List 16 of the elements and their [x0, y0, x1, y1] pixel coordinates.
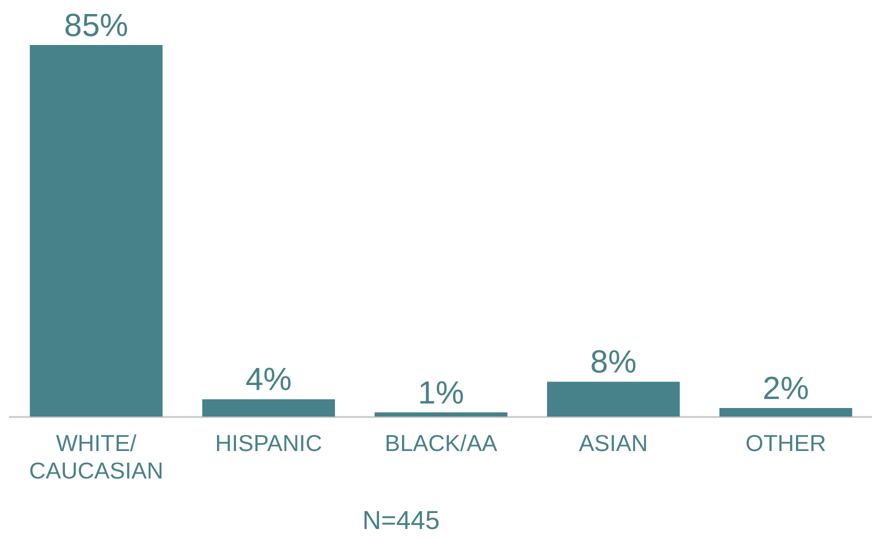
bar — [374, 412, 508, 417]
bar — [30, 45, 163, 417]
data-label: 4% — [245, 361, 292, 398]
x-tick-label: WHITE/ CAUCASIAN — [29, 430, 164, 484]
x-tick-label: HISPANIC — [215, 430, 322, 456]
bar — [547, 382, 680, 417]
data-label: 8% — [590, 344, 637, 380]
x-tick-label: OTHER — [746, 430, 826, 456]
data-label: 2% — [762, 370, 809, 406]
data-label: 85% — [64, 6, 128, 43]
data-label: 1% — [418, 374, 464, 410]
bar — [719, 408, 852, 417]
x-tick-label: BLACK/AA — [384, 430, 498, 456]
x-tick-label: ASIAN — [578, 430, 648, 456]
bar — [202, 399, 335, 417]
text: N=445 — [361, 505, 441, 536]
